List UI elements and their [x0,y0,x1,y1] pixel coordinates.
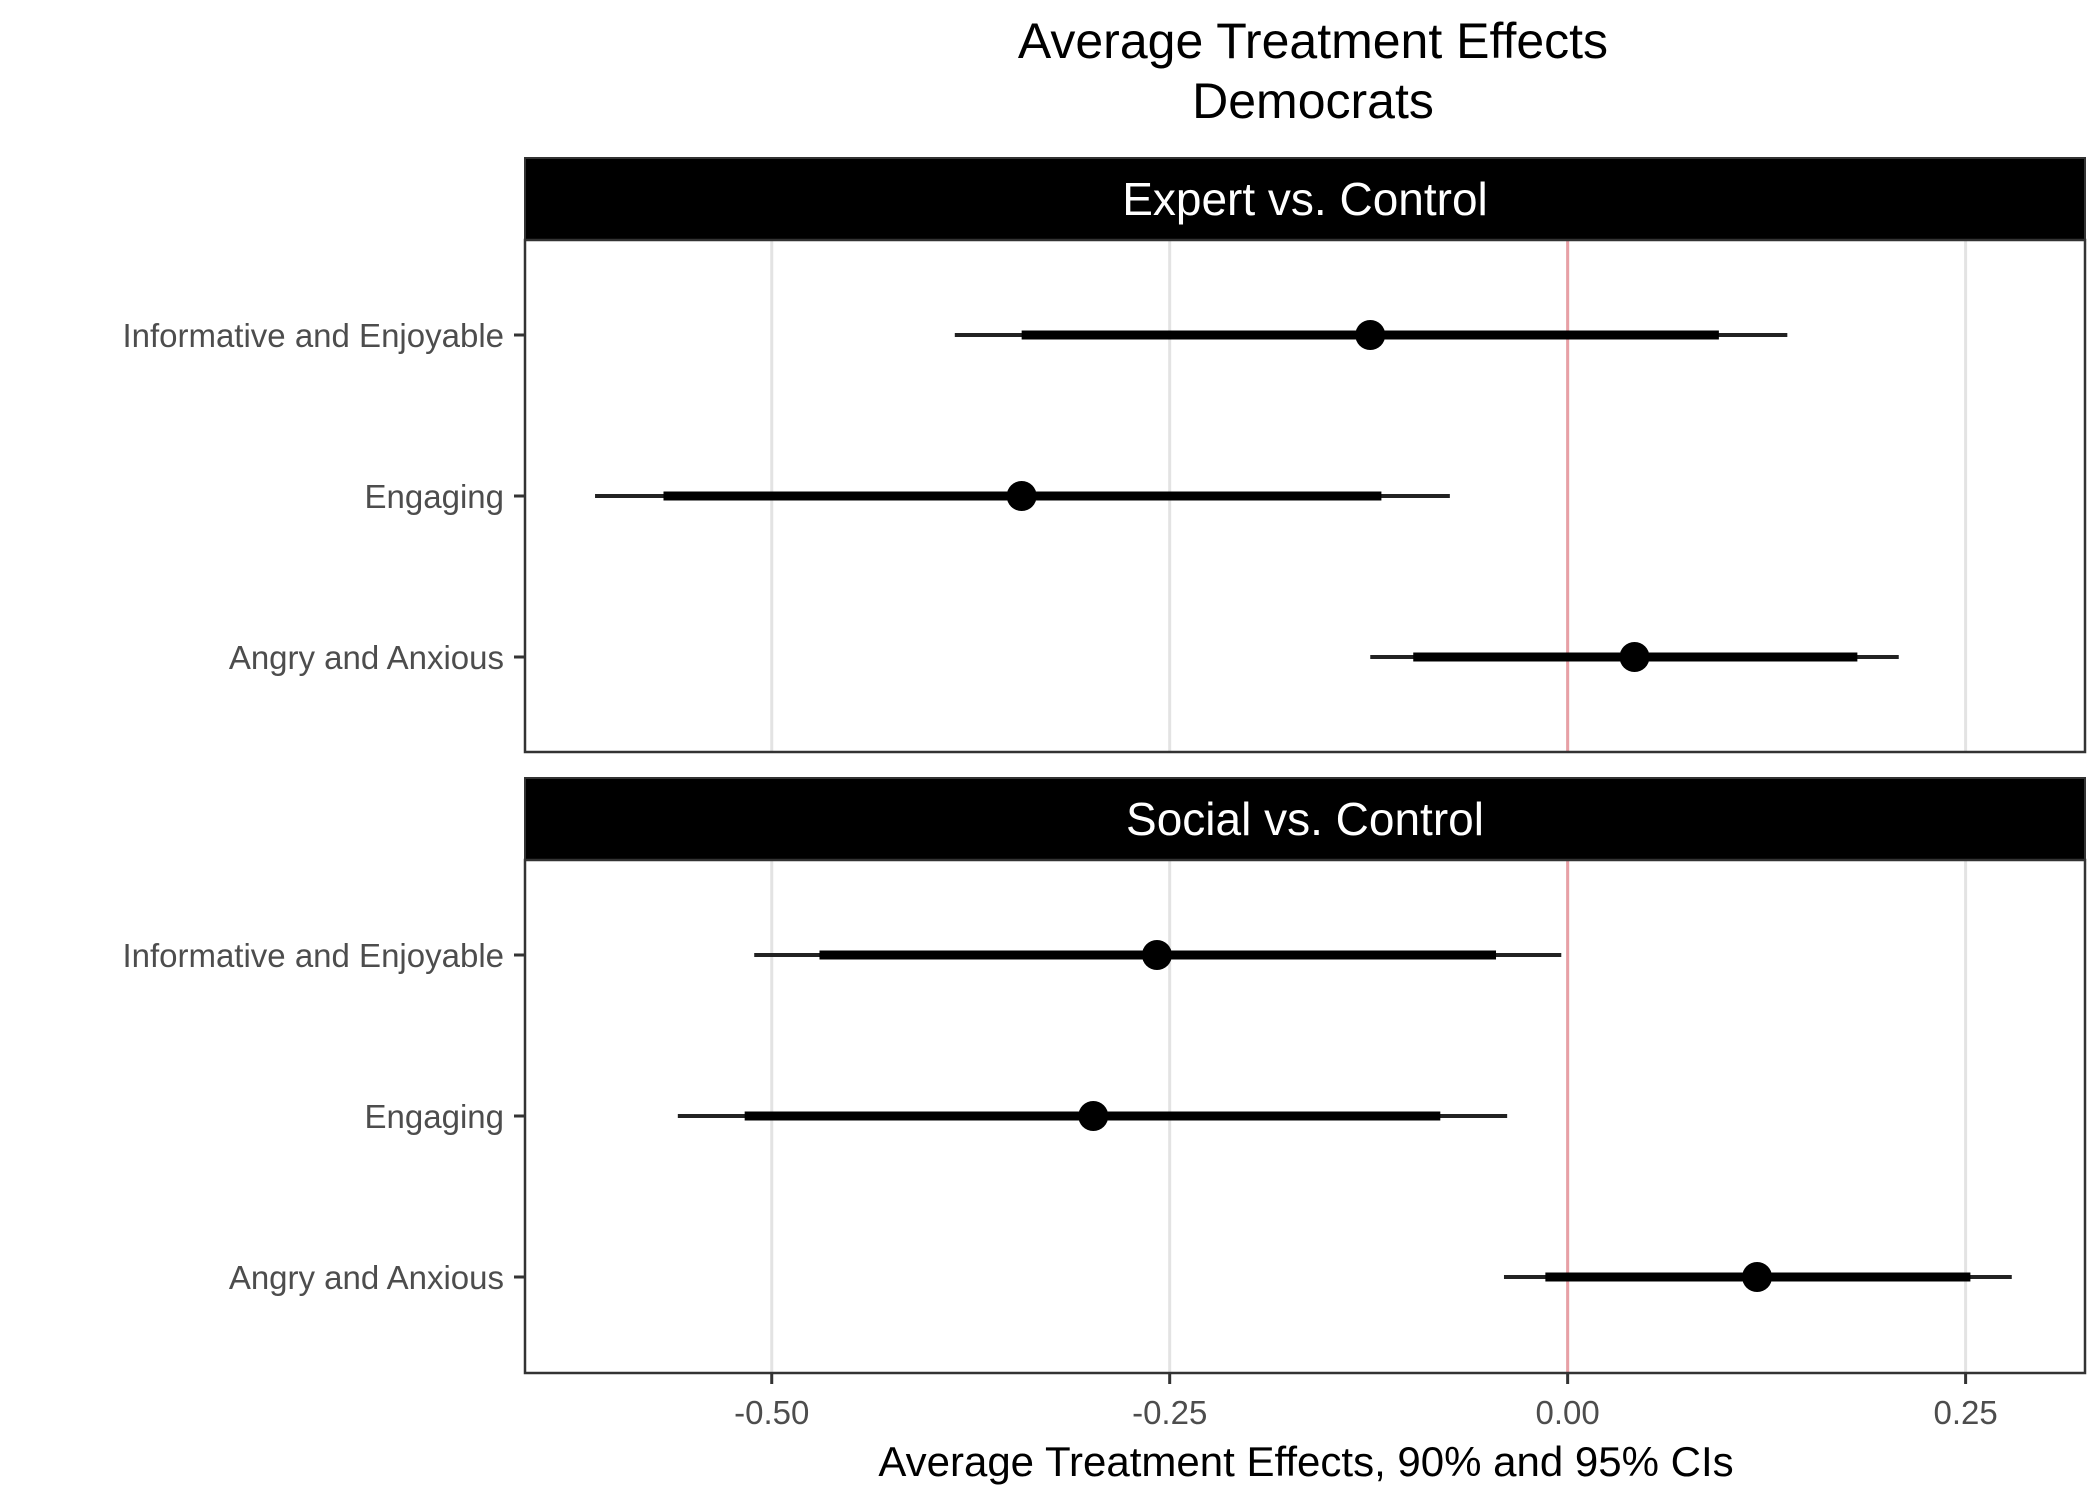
x-tick-label: 0.00 [1536,1394,1600,1431]
facet-strip [524,157,2086,241]
point-estimate [1619,642,1650,672]
facet-panel: Expert vs. Control Informative and Enjoya… [122,157,2087,754]
x-tick-label: -0.25 [1132,1394,1207,1431]
x-tick-label: 0.25 [1933,1394,1997,1431]
y-tick-label: Angry and Anxious [229,639,504,676]
facet-strip-label: Expert vs. Control [1122,173,1488,225]
y-tick-label: Informative and Enjoyable [122,937,504,974]
chart-subtitle: Democrats [1192,73,1434,129]
point-estimate [1006,481,1037,511]
x-axis-label: Average Treatment Effects, 90% and 95% C… [878,1438,1733,1485]
x-tick-label: -0.50 [734,1394,809,1431]
x-axis: -0.50 -0.25 0.00 0.25 [734,1373,1998,1431]
point-estimate [1355,320,1386,350]
y-tick-label: Informative and Enjoyable [122,317,504,354]
point-estimate [1141,940,1172,970]
facet-strip [524,777,2086,861]
facet-panels: Expert vs. Control Informative and Enjoya… [122,157,2087,1375]
facet-strip-label: Social vs. Control [1126,793,1484,845]
facet-panel: Social vs. Control Informative and Enjoya… [122,777,2087,1375]
chart-title: Average Treatment Effects [1018,13,1608,69]
y-tick-label: Engaging [365,478,504,515]
point-estimate [1078,1101,1109,1131]
y-tick-label: Engaging [365,1098,504,1135]
point-estimate [1742,1262,1773,1292]
y-tick-label: Angry and Anxious [229,1259,504,1296]
